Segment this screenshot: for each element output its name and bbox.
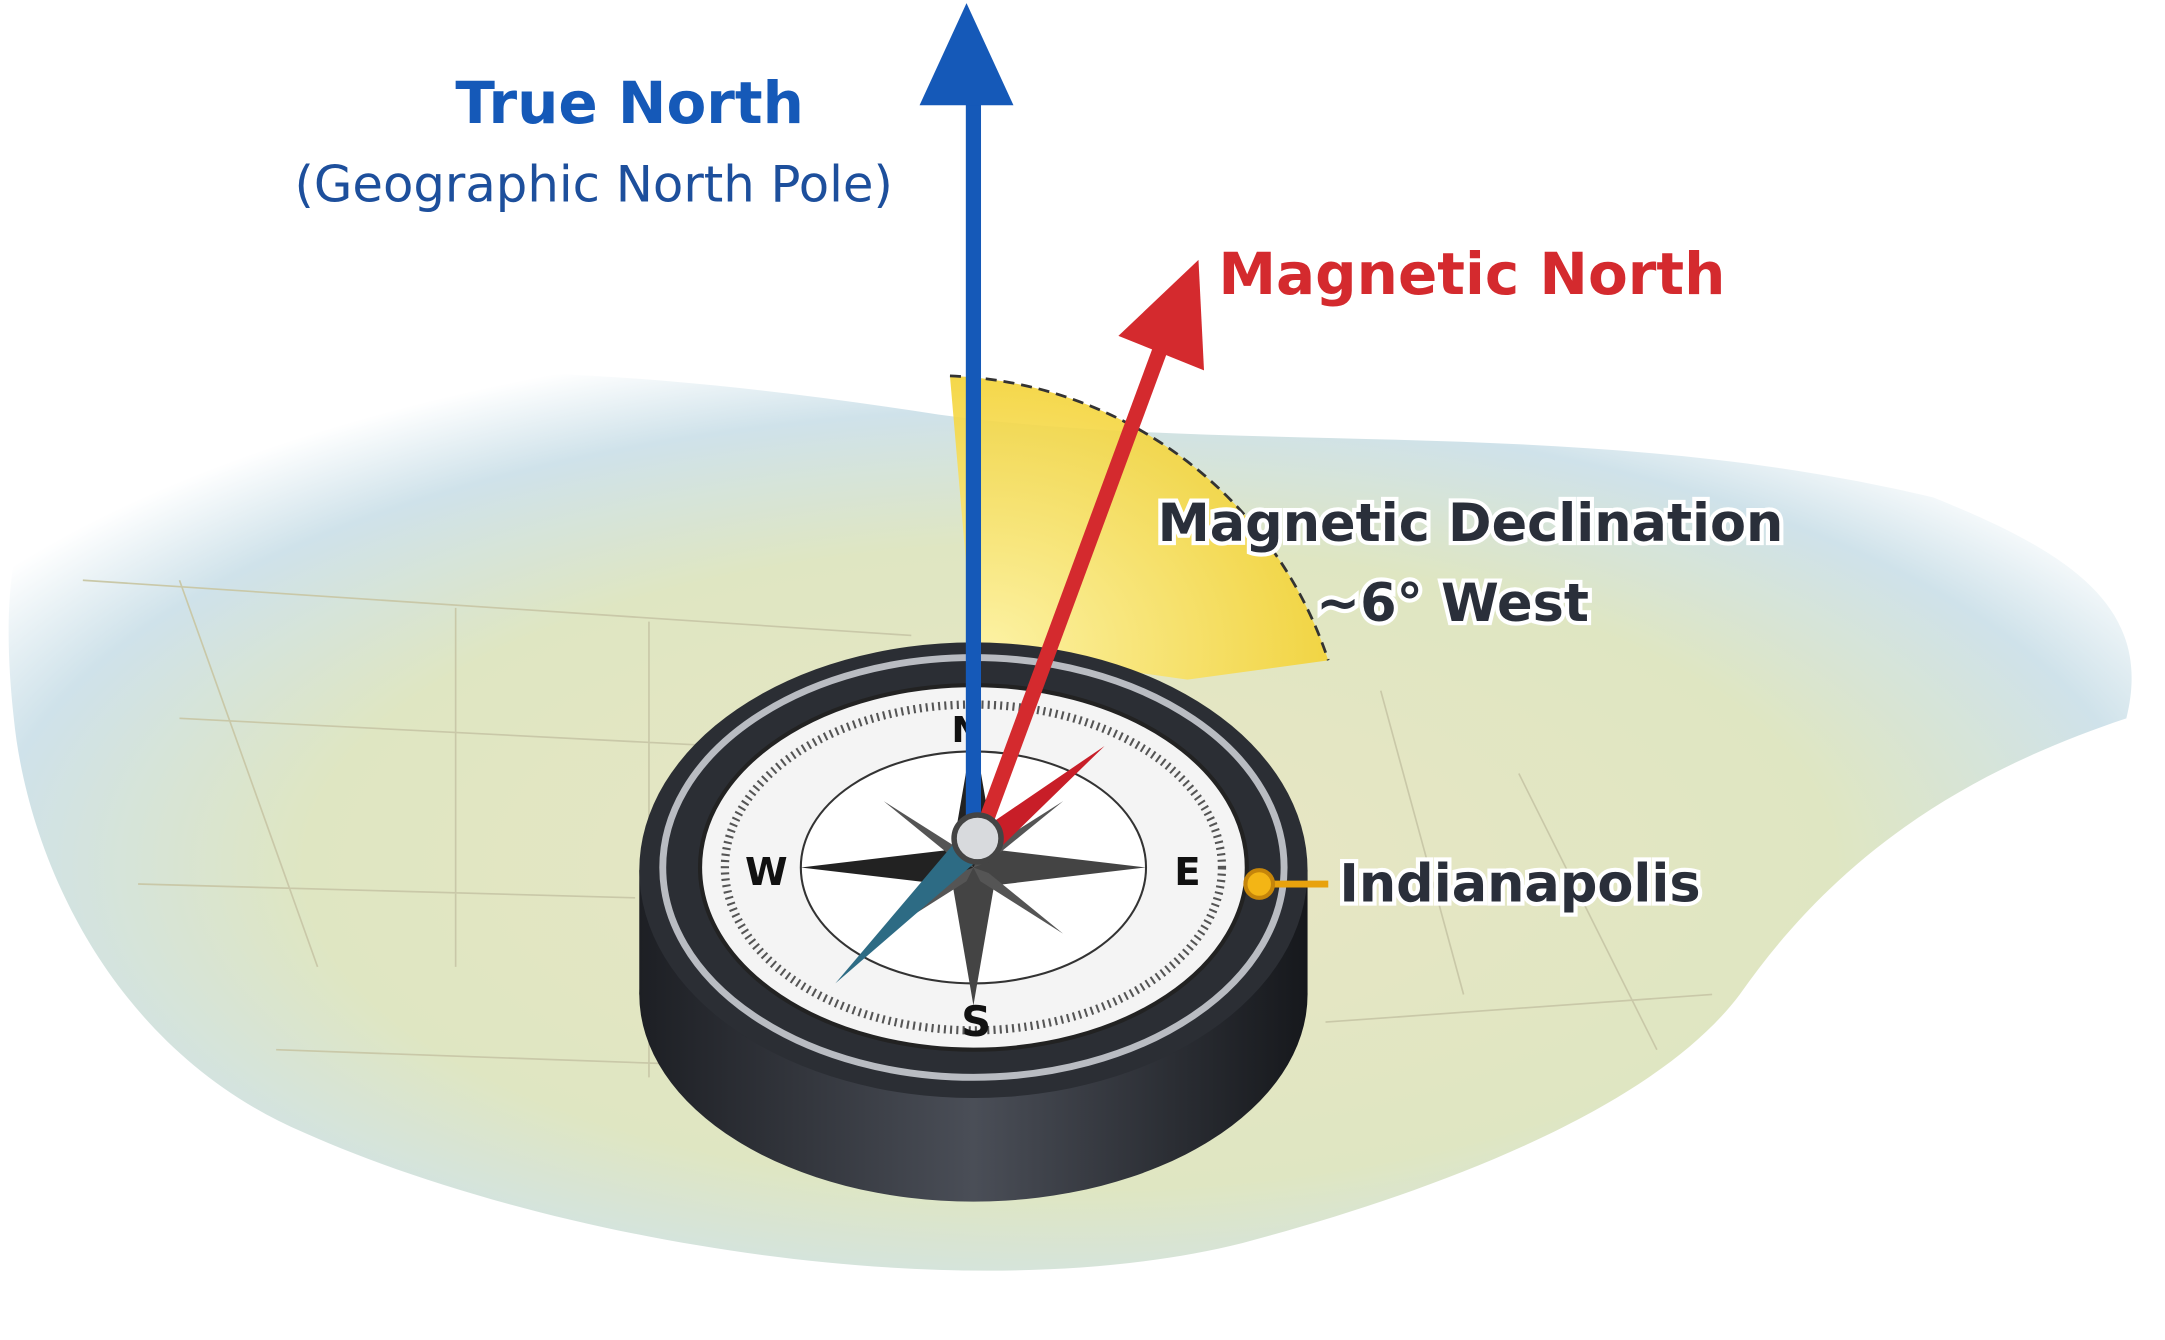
declination-value: ~6° West: [1316, 573, 1589, 634]
page: N E S W True North (Geographic North Pol…: [0, 0, 2165, 1340]
declination-title: Magnetic Declination: [1158, 493, 1784, 554]
true-north-subtitle: (Geographic North Pole): [295, 156, 893, 214]
cardinal-e: E: [1174, 850, 1200, 895]
compass-pivot: [954, 815, 1001, 862]
location-dot: [1245, 870, 1273, 898]
magnetic-north-title: Magnetic North: [1218, 240, 1725, 308]
illustration: N E S W True North (Geographic North Pol…: [0, 0, 2165, 1340]
location-label: Indianapolis: [1339, 853, 1700, 914]
true-north-title: True North: [455, 69, 804, 137]
cardinal-w: W: [745, 850, 788, 895]
cardinal-s: S: [961, 998, 991, 1046]
